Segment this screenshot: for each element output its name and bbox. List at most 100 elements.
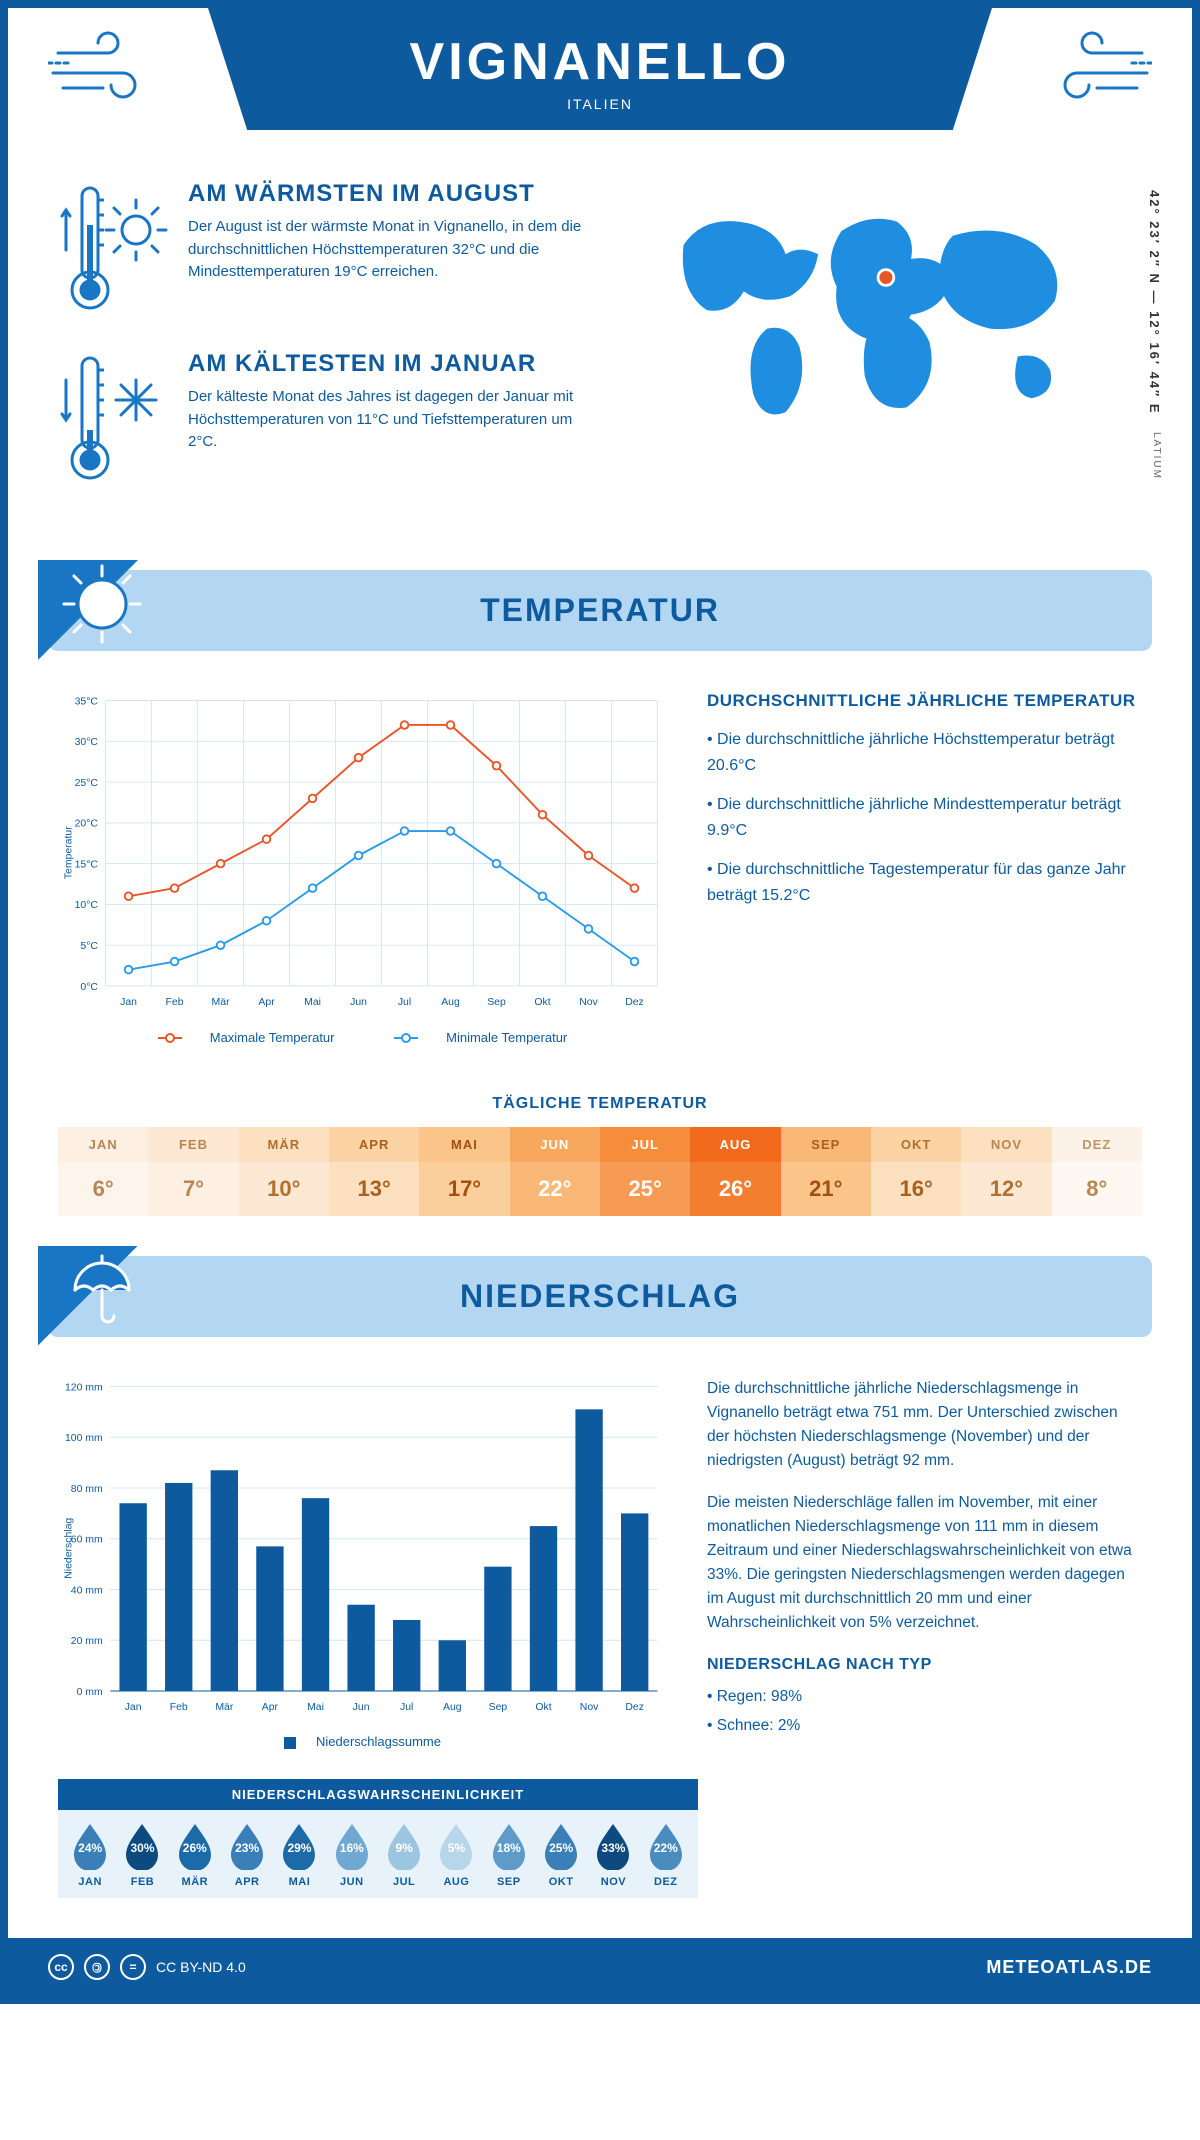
probability-cell: 24% JAN [64,1822,116,1888]
daily-temp-title: TÄGLICHE TEMPERATUR [8,1095,1192,1113]
svg-text:Feb: Feb [170,1702,188,1713]
svg-text:25°C: 25°C [75,778,99,789]
line-chart-legend: Maximale Temperatur Minimale Temperatur [58,1030,667,1045]
svg-text:0 mm: 0 mm [77,1686,103,1697]
precipitation-section-header: NIEDERSCHLAG [48,1256,1152,1337]
probability-cell: 23% APR [221,1822,273,1888]
daily-temp-cell: MAI 17° [419,1127,509,1216]
svg-text:Aug: Aug [441,997,460,1008]
probability-cell: 5% AUG [430,1822,482,1888]
daily-temp-cell: JUN 22° [510,1127,600,1216]
svg-text:Okt: Okt [535,1702,551,1713]
svg-text:Jul: Jul [398,997,411,1008]
region-label: LATIUM [1151,432,1162,480]
warmest-fact: AM WÄRMSTEN IM AUGUST Der August ist der… [58,180,585,320]
svg-text:Temperatur: Temperatur [63,826,74,879]
country-subtitle: ITALIEN [208,96,992,112]
svg-text:Feb: Feb [166,997,184,1008]
probability-cell: 22% DEZ [640,1822,692,1888]
warmest-title: AM WÄRMSTEN IM AUGUST [188,180,585,208]
precip-type-bullet: • Regen: 98% [707,1685,1142,1709]
svg-text:Dez: Dez [625,1702,644,1713]
svg-text:Apr: Apr [262,1702,279,1713]
probability-cell: 9% JUL [378,1822,430,1888]
svg-text:Jul: Jul [400,1702,413,1713]
probability-cell: 29% MAI [273,1822,325,1888]
svg-text:Jun: Jun [353,1702,370,1713]
svg-text:0°C: 0°C [80,982,98,993]
precipitation-title: NIEDERSCHLAG [48,1278,1152,1315]
svg-text:Sep: Sep [489,1702,508,1713]
svg-text:40 mm: 40 mm [71,1585,103,1596]
svg-text:5°C: 5°C [80,941,98,952]
svg-text:120 mm: 120 mm [65,1382,103,1393]
svg-text:Aug: Aug [443,1702,462,1713]
daily-temp-cell: JAN 6° [58,1127,148,1216]
svg-text:15°C: 15°C [75,859,99,870]
svg-text:Sep: Sep [487,997,506,1008]
svg-text:80 mm: 80 mm [71,1483,103,1494]
precip-paragraph: Die durchschnittliche jährliche Niedersc… [707,1377,1142,1473]
coldest-fact: AM KÄLTESTEN IM JANUAR Der kälteste Mona… [58,350,585,490]
temperature-line-chart: 0°C 5°C 10°C 15°C 20°C 25°C 30°C 35°C Jan Feb Mär A… [58,691,667,1015]
precipitation-bar-chart: 0 mm 20 mm 40 mm 60 mm 80 mm 100 mm 120 mm Jan F… [58,1377,667,1720]
umbrella-icon [60,1248,144,1332]
svg-text:Nov: Nov [579,997,598,1008]
svg-text:60 mm: 60 mm [71,1534,103,1545]
probability-cell: 30% FEB [116,1822,168,1888]
svg-text:Jun: Jun [350,997,367,1008]
coordinates: 42° 23′ 2″ N — 12° 16′ 44″ E [1147,190,1162,415]
temp-bullet: • Die durchschnittliche jährliche Höchst… [707,727,1142,778]
daily-temp-cell: MÄR 10° [239,1127,329,1216]
svg-text:30°C: 30°C [75,737,99,748]
cc-icon: cc [48,1954,74,1980]
svg-text:Jan: Jan [125,1702,142,1713]
daily-temp-cell: NOV 12° [961,1127,1051,1216]
svg-text:20 mm: 20 mm [71,1636,103,1647]
bar-chart-legend: Niederschlagssumme [58,1734,667,1749]
daily-temp-cell: APR 13° [329,1127,419,1216]
svg-text:Mär: Mär [212,997,231,1008]
temperature-section-header: TEMPERATUR [48,570,1152,651]
page-header: VIGNANELLO ITALIEN [208,8,992,130]
svg-text:10°C: 10°C [75,900,99,911]
probability-cell: 18% SEP [483,1822,535,1888]
daily-temp-cell: FEB 7° [148,1127,238,1216]
precipitation-probability-box: NIEDERSCHLAGSWAHRSCHEINLICHKEIT 24% JAN … [58,1779,698,1898]
nd-icon: = [120,1954,146,1980]
probability-title: NIEDERSCHLAGSWAHRSCHEINLICHKEIT [58,1779,698,1810]
wind-icon [48,28,168,108]
coldest-body: Der kälteste Monat des Jahres ist dagege… [188,386,585,454]
wind-icon [1032,28,1152,108]
site-name: METEOATLAS.DE [986,1957,1152,1978]
daily-temp-cell: JUL 25° [600,1127,690,1216]
sun-icon [60,562,144,646]
thermometer-hot-icon [58,180,168,320]
daily-temp-cell: SEP 21° [781,1127,871,1216]
probability-cell: 33% NOV [587,1822,639,1888]
svg-text:35°C: 35°C [75,696,99,707]
svg-text:Mai: Mai [304,997,321,1008]
probability-cell: 26% MÄR [169,1822,221,1888]
svg-text:Niederschlag: Niederschlag [63,1517,74,1578]
precip-type-bullet: • Schnee: 2% [707,1714,1142,1738]
svg-text:Jan: Jan [120,997,137,1008]
daily-temp-cell: DEZ 8° [1052,1127,1142,1216]
by-icon: 🄯 [84,1954,110,1980]
svg-text:Apr: Apr [258,997,275,1008]
svg-text:Dez: Dez [625,997,644,1008]
svg-text:Mär: Mär [215,1702,234,1713]
page-footer: cc 🄯 = CC BY-ND 4.0 METEOATLAS.DE [8,1938,1192,1996]
world-map [615,180,1142,440]
svg-text:100 mm: 100 mm [65,1433,103,1444]
probability-cell: 16% JUN [326,1822,378,1888]
temperature-title: TEMPERATUR [48,592,1152,629]
svg-text:Nov: Nov [580,1702,599,1713]
probability-cell: 25% OKT [535,1822,587,1888]
warmest-body: Der August ist der wärmste Monat in Vign… [188,216,585,284]
temp-bullet: • Die durchschnittliche Tagestemperatur … [707,857,1142,908]
license-text: CC BY-ND 4.0 [156,1959,246,1975]
svg-text:Mai: Mai [307,1702,324,1713]
svg-text:20°C: 20°C [75,819,99,830]
coldest-title: AM KÄLTESTEN IM JANUAR [188,350,585,378]
